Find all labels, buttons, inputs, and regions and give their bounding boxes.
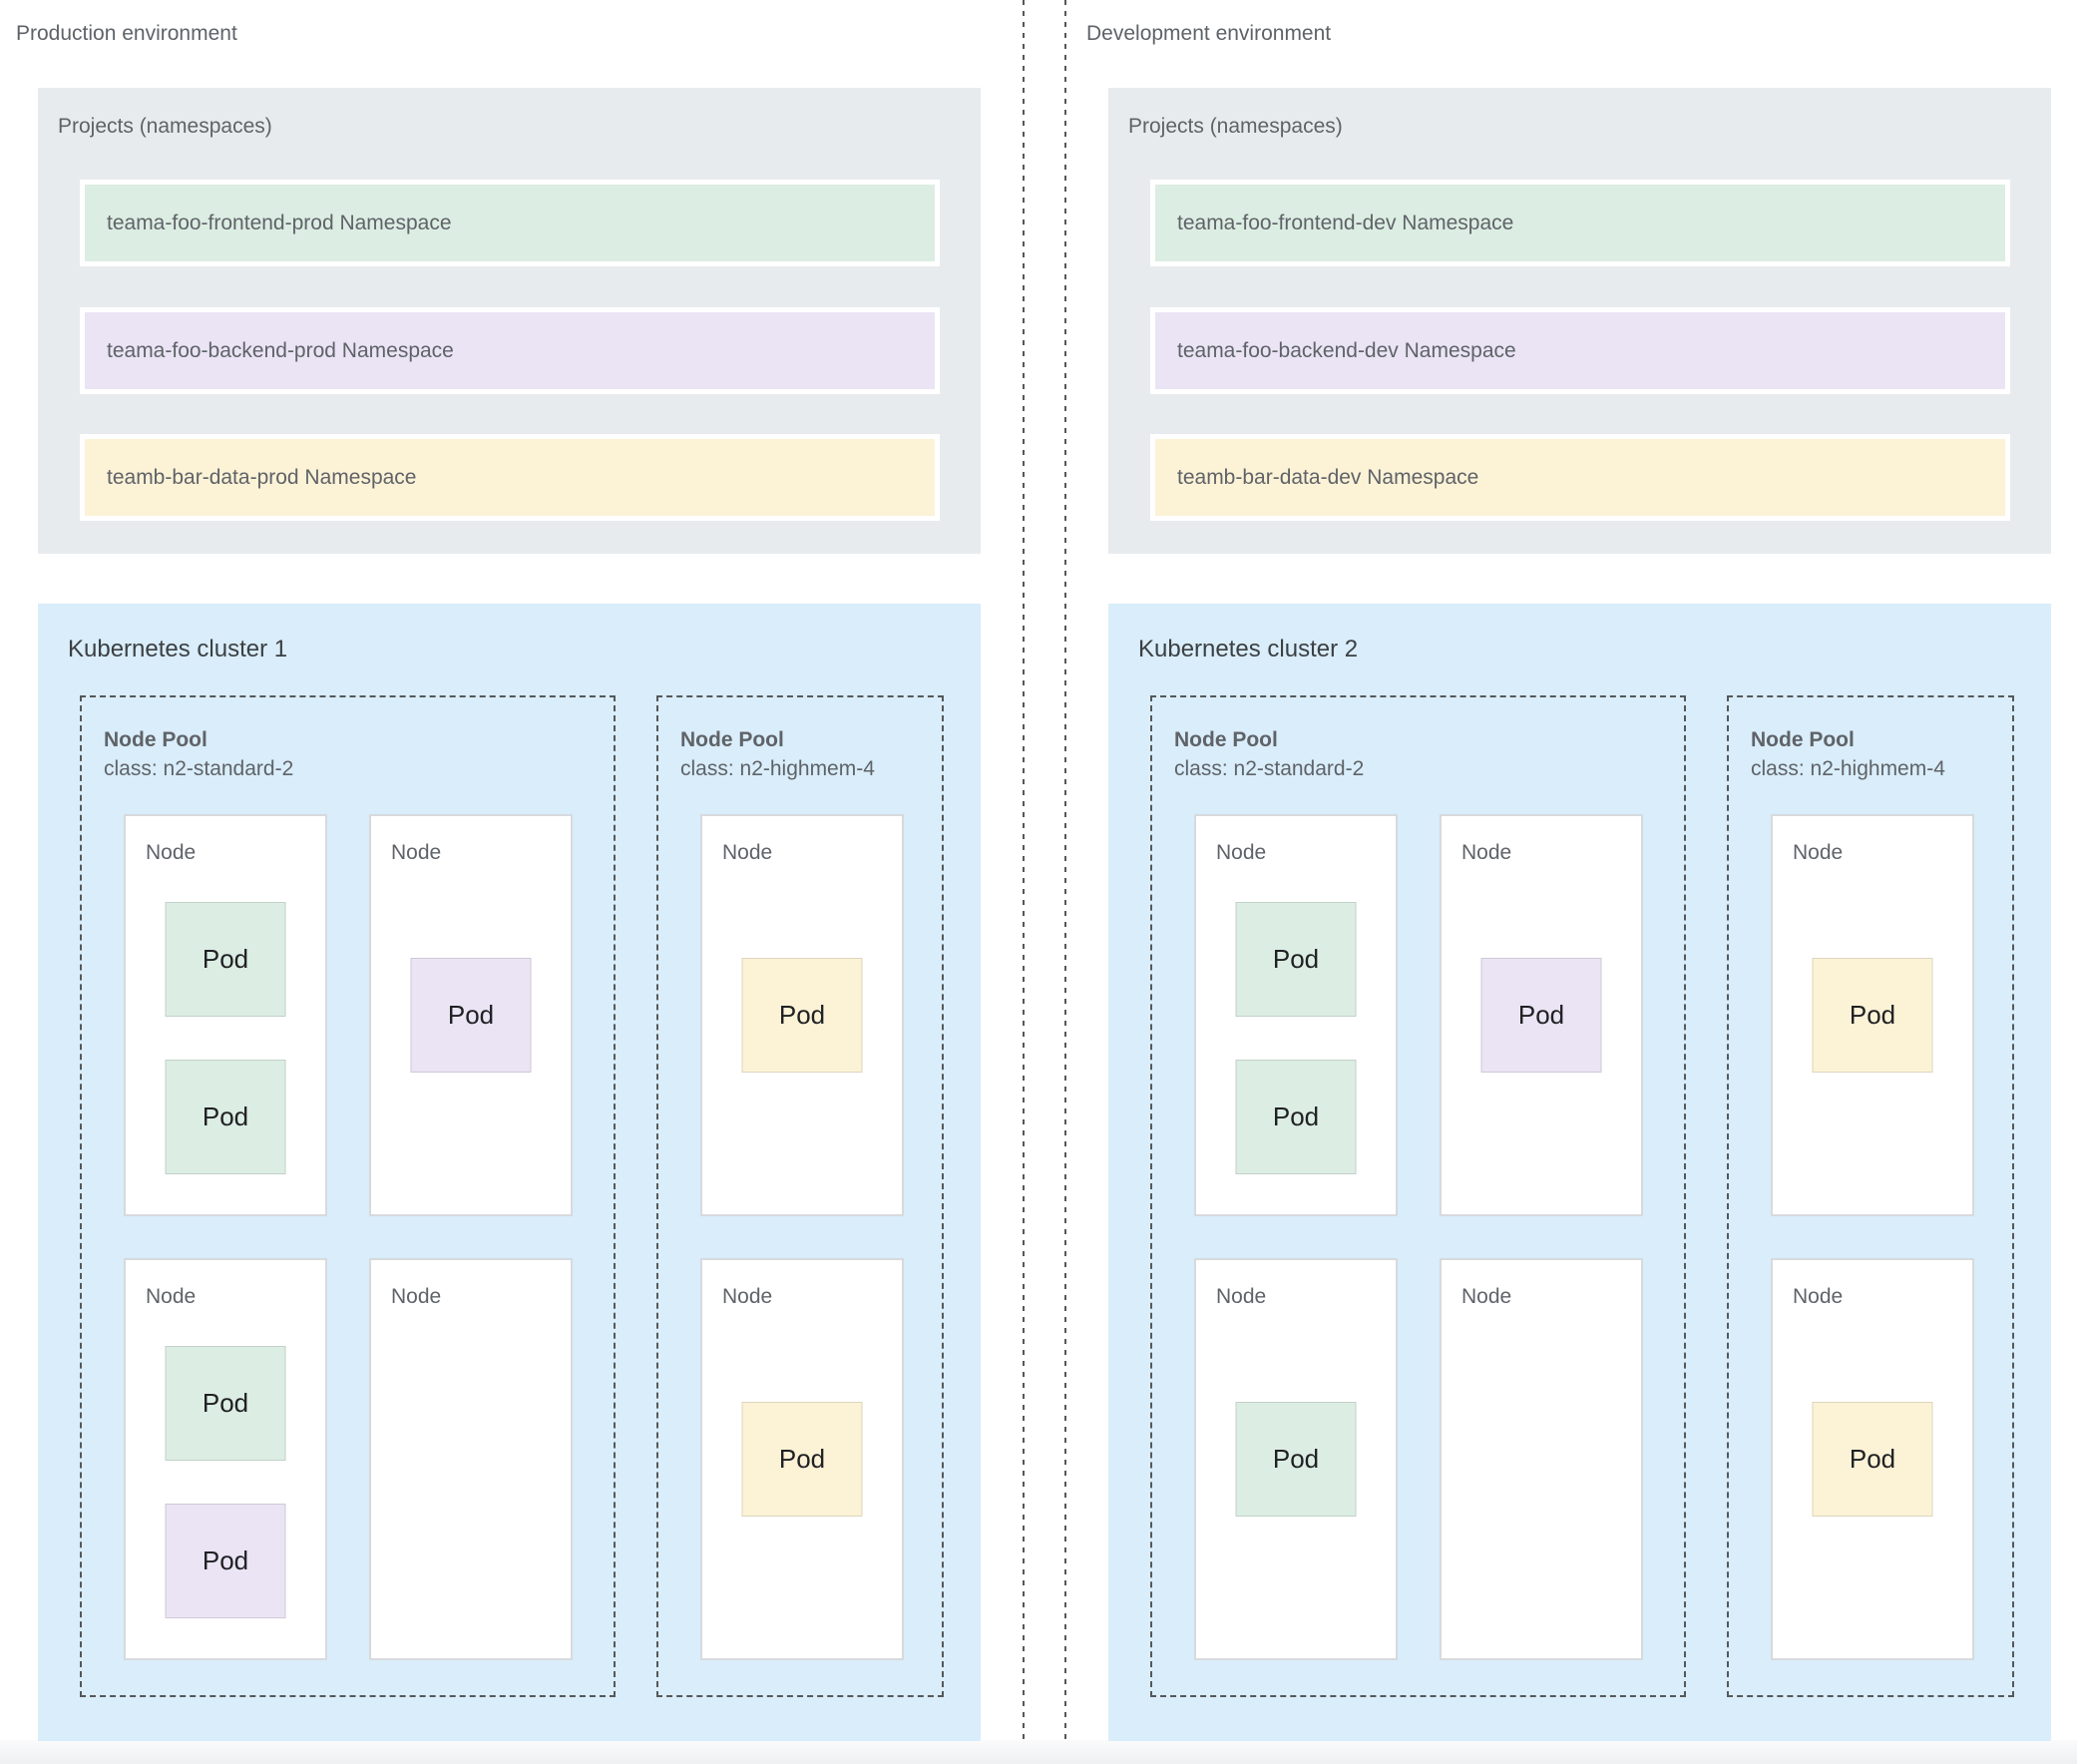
page-footer-strip — [0, 1740, 2077, 1764]
projects-box-title: Projects (namespaces) — [1128, 115, 1343, 138]
pod-green: Pod — [165, 1346, 286, 1461]
pod-green: Pod — [1235, 1060, 1357, 1174]
node-pool-name: Node Pool — [104, 728, 208, 751]
node-label: Node — [722, 1285, 773, 1308]
pod-purple: Pod — [165, 1504, 286, 1618]
node-label: Node — [1461, 841, 1512, 864]
node-label: Node — [1216, 1285, 1267, 1308]
node-pool-header: Node Pool class: n2-standard-2 — [104, 725, 293, 783]
node-box: Node Pod — [1771, 814, 1974, 1216]
environment-development: Development environment Projects (namespa… — [1070, 0, 2077, 1764]
node-box: Node Pod — [700, 1258, 904, 1660]
node-box: Node Pod — [700, 814, 904, 1216]
node-label: Node — [1461, 1285, 1512, 1308]
node-pool: Node Pool class: n2-standard-2 Node Pod Pod N… — [80, 695, 616, 1697]
node-pool-header: Node Pool class: n2-highmem-4 — [680, 725, 875, 783]
node-box: Node Pod — [1194, 1258, 1398, 1660]
node-label: Node — [391, 1285, 442, 1308]
pod-purple: Pod — [410, 958, 532, 1073]
environment-divider-line — [1023, 0, 1025, 1764]
node-pool-class: class: n2-highmem-4 — [680, 757, 875, 780]
node-box: Node Pod Pod — [124, 814, 327, 1216]
node-label: Node — [146, 1285, 197, 1308]
node-box: Node Pod Pod — [124, 1258, 327, 1660]
pod-green: Pod — [1235, 1402, 1357, 1517]
pod-purple: Pod — [1480, 958, 1602, 1073]
pod-green: Pod — [165, 902, 286, 1017]
node-pool-header: Node Pool class: n2-highmem-4 — [1751, 725, 1945, 783]
pod-green: Pod — [1235, 902, 1357, 1017]
node-box: Node — [369, 1258, 573, 1660]
node-box: Node Pod — [369, 814, 573, 1216]
node-pool-header: Node Pool class: n2-standard-2 — [1174, 725, 1364, 783]
node-pool-class: class: n2-highmem-4 — [1751, 757, 1945, 780]
node-pool-name: Node Pool — [1174, 728, 1278, 751]
node-pool-class: class: n2-standard-2 — [1174, 757, 1365, 780]
pod-yellow: Pod — [741, 1402, 863, 1517]
node-pool: Node Pool class: n2-highmem-4 Node Pod Node P… — [1727, 695, 2014, 1697]
node-pool-name: Node Pool — [1751, 728, 1855, 751]
namespace-row-purple: teama-foo-backend-dev Namespace — [1150, 307, 2010, 394]
environment-divider-line — [1064, 0, 1066, 1764]
pod-green: Pod — [165, 1060, 286, 1174]
namespace-row-green: teama-foo-frontend-dev Namespace — [1150, 180, 2010, 266]
projects-box: Projects (namespaces) teama-foo-frontend-… — [1108, 88, 2051, 554]
pod-yellow: Pod — [741, 958, 863, 1073]
namespace-row-yellow: teamb-bar-data-dev Namespace — [1150, 434, 2010, 521]
node-label: Node — [146, 841, 197, 864]
pod-yellow: Pod — [1812, 958, 1933, 1073]
node-label: Node — [1216, 841, 1267, 864]
namespace-row-yellow: teamb-bar-data-prod Namespace — [80, 434, 940, 521]
projects-box-title: Projects (namespaces) — [58, 115, 272, 138]
node-label: Node — [722, 841, 773, 864]
node-box: Node Pod — [1771, 1258, 1974, 1660]
node-label: Node — [1793, 1285, 1844, 1308]
node-box: Node Pod Pod — [1194, 814, 1398, 1216]
node-pool: Node Pool class: n2-standard-2 Node Pod Pod N… — [1150, 695, 1686, 1697]
pod-yellow: Pod — [1812, 1402, 1933, 1517]
environment-label: Production environment — [16, 22, 237, 45]
node-box: Node Pod — [1440, 814, 1643, 1216]
node-box: Node — [1440, 1258, 1643, 1660]
cluster-title: Kubernetes cluster 2 — [1138, 636, 1359, 662]
kubernetes-cluster-box: Kubernetes cluster 2 Node Pool class: n2-s… — [1108, 604, 2051, 1741]
environment-production: Production environment Projects (namespac… — [0, 0, 1038, 1764]
environment-label: Development environment — [1086, 22, 1332, 45]
kubernetes-cluster-box: Kubernetes cluster 1 Node Pool class: n2-s… — [38, 604, 981, 1741]
node-pool: Node Pool class: n2-highmem-4 Node Pod Node P… — [656, 695, 944, 1697]
namespace-row-purple: teama-foo-backend-prod Namespace — [80, 307, 940, 394]
node-label: Node — [1793, 841, 1844, 864]
namespace-row-green: teama-foo-frontend-prod Namespace — [80, 180, 940, 266]
node-label: Node — [391, 841, 442, 864]
node-pool-name: Node Pool — [680, 728, 784, 751]
projects-box: Projects (namespaces) teama-foo-frontend-… — [38, 88, 981, 554]
cluster-title: Kubernetes cluster 1 — [68, 636, 288, 662]
node-pool-class: class: n2-standard-2 — [104, 757, 294, 780]
